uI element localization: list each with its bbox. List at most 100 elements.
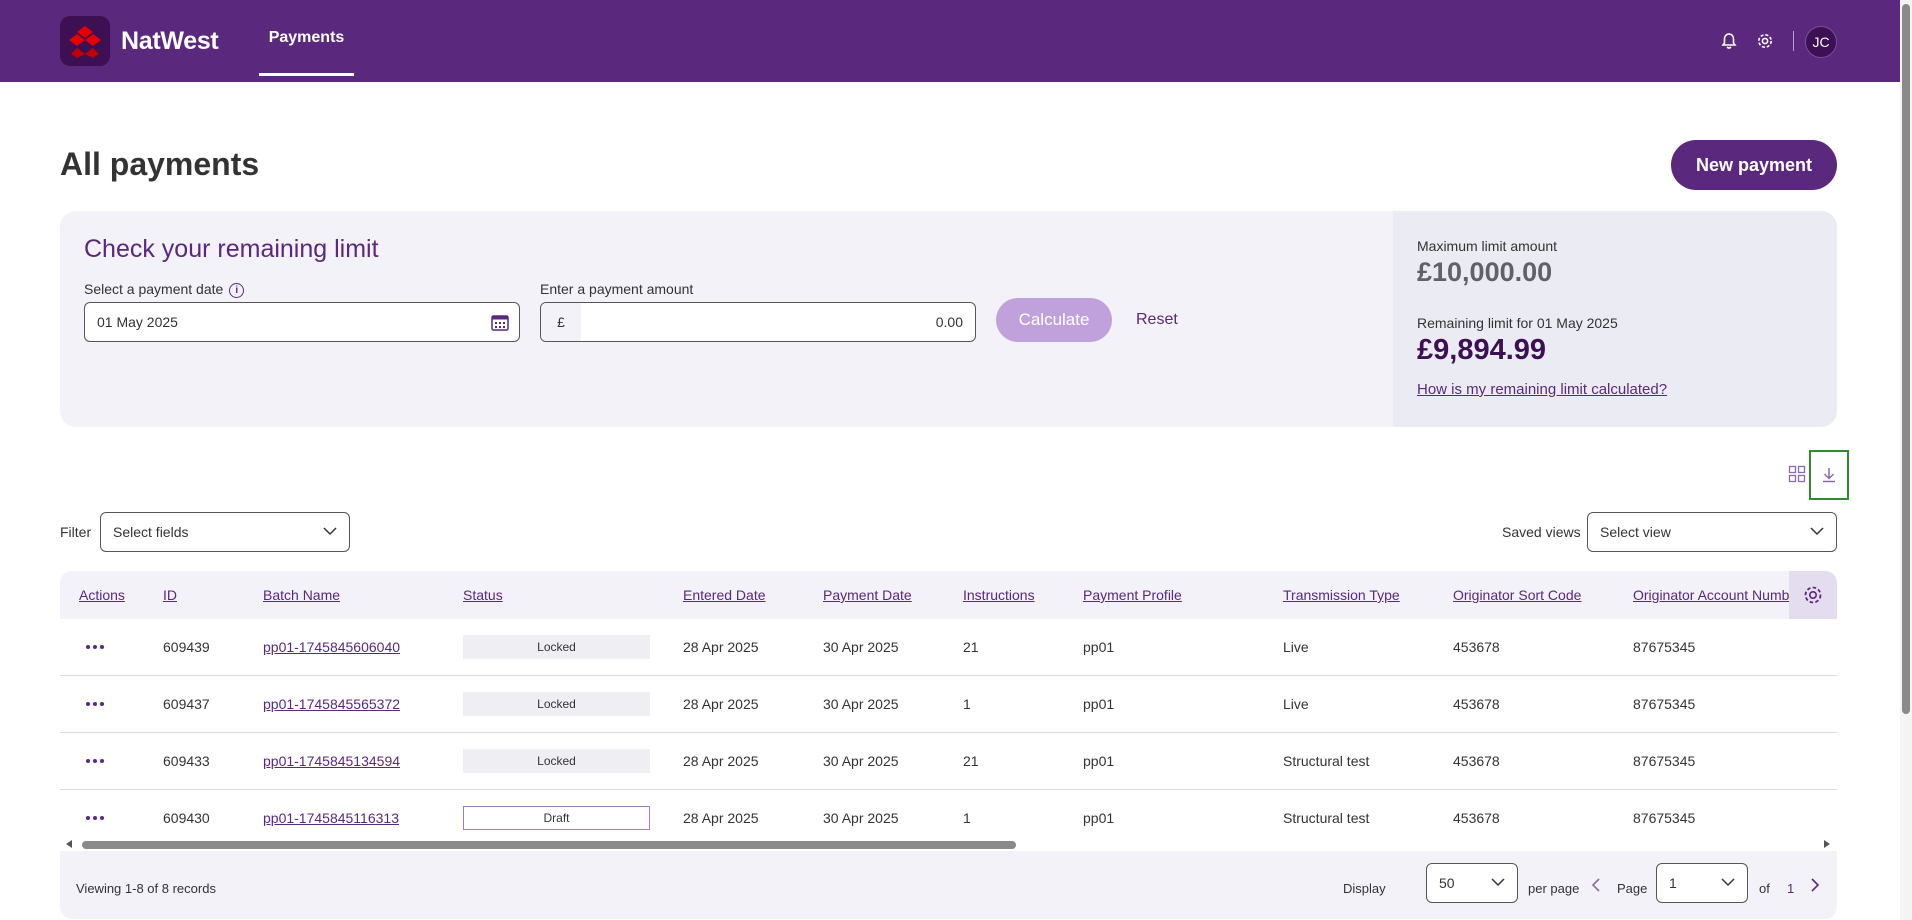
status-badge: Draft	[463, 806, 650, 830]
column-settings-button[interactable]	[1789, 571, 1837, 619]
cell-payment-date: 30 Apr 2025	[823, 810, 899, 826]
cell-sort-code: 453678	[1453, 753, 1500, 769]
cell-batch-name-link[interactable]: pp01-1745845606040	[263, 639, 401, 655]
tab-payments[interactable]: Payments	[268, 29, 345, 46]
table-scrollbar-thumb[interactable]	[82, 841, 1016, 849]
info-icon[interactable]: i	[229, 282, 245, 298]
row-actions-menu-icon[interactable]	[86, 702, 104, 706]
previous-page-icon[interactable]	[1590, 877, 1602, 893]
cell-batch-name-link[interactable]: pp01-1745845116313	[263, 810, 399, 826]
column-header-batch-name[interactable]: Batch Name	[263, 587, 341, 603]
cell-payment-profile: pp01	[1083, 639, 1115, 655]
natwest-logo-icon[interactable]	[60, 16, 110, 66]
table-row: 609430 pp01-1745845116313 Draft 28 Apr 2…	[60, 790, 1837, 837]
page-label: Page	[1617, 881, 1648, 896]
cell-payment-date: 30 Apr 2025	[823, 753, 899, 769]
payment-date-input[interactable]: 01 May 2025	[84, 302, 520, 342]
bell-icon[interactable]	[1714, 26, 1744, 56]
filter-select[interactable]: Select fields	[100, 512, 350, 552]
status-badge: Locked	[463, 749, 650, 773]
filter-select-value: Select fields	[113, 524, 189, 540]
next-page-icon[interactable]	[1809, 877, 1821, 893]
avatar[interactable]: JC	[1805, 26, 1837, 58]
limit-help-link[interactable]: How is my remaining limit calculated?	[1417, 381, 1668, 398]
new-payment-button[interactable]: New payment	[1671, 140, 1837, 190]
download-button[interactable]	[1809, 450, 1849, 500]
remaining-limit-panel: Check your remaining limit Select a paym…	[60, 211, 1837, 427]
cell-id: 609433	[163, 753, 210, 769]
chevron-down-icon	[1810, 527, 1824, 536]
saved-views-value: Select view	[1600, 524, 1671, 540]
column-header-status[interactable]: Status	[463, 587, 503, 603]
payment-amount-value: 0.00	[935, 314, 963, 330]
limit-summary: Maximum limit amount £10,000.00 Remainin…	[1393, 211, 1837, 427]
column-header-instructions[interactable]: Instructions	[963, 587, 1035, 603]
saved-views-select[interactable]: Select view	[1587, 512, 1837, 552]
table-horizontal-scrollbar[interactable]	[60, 837, 1837, 851]
column-header-originator-sort-code[interactable]: Originator Sort Code	[1453, 587, 1582, 603]
gear-icon[interactable]	[1750, 26, 1780, 56]
column-header-actions[interactable]: Actions	[79, 587, 125, 603]
cell-transmission-type: Structural test	[1283, 810, 1370, 826]
column-header-transmission-type[interactable]: Transmission Type	[1283, 587, 1400, 603]
cell-account-number: 87675345	[1633, 639, 1696, 655]
cell-account-number: 87675345	[1633, 696, 1696, 712]
column-header-id[interactable]: ID	[163, 587, 177, 603]
column-header-payment-date[interactable]: Payment Date	[823, 587, 912, 603]
scroll-left-arrow-icon[interactable]	[66, 840, 72, 848]
page-title: All payments	[60, 146, 260, 182]
cell-account-number: 87675345	[1633, 753, 1696, 769]
total-pages[interactable]: 1	[1787, 881, 1795, 896]
cell-payment-date: 30 Apr 2025	[823, 639, 899, 655]
max-limit-label: Maximum limit amount	[1417, 238, 1558, 254]
cell-instructions: 21	[963, 639, 979, 655]
remaining-limit-label: Remaining limit for 01 May 2025	[1417, 315, 1618, 331]
filter-label: Filter	[60, 524, 92, 540]
column-header-payment-profile[interactable]: Payment Profile	[1083, 587, 1182, 603]
cell-account-number: 87675345	[1633, 810, 1696, 826]
calculate-button[interactable]: Calculate	[996, 298, 1112, 342]
scroll-right-arrow-icon[interactable]	[1824, 840, 1830, 848]
cell-payment-date: 30 Apr 2025	[823, 696, 899, 712]
display-label: Display	[1343, 881, 1386, 896]
cell-batch-name-link[interactable]: pp01-1745845134594	[263, 753, 401, 769]
active-tab-indicator	[259, 73, 354, 76]
page-select[interactable]: 1	[1656, 863, 1748, 903]
per-page-value: 50	[1439, 875, 1455, 891]
row-actions-menu-icon[interactable]	[86, 759, 104, 763]
reset-link[interactable]: Reset	[1136, 311, 1178, 328]
cell-id: 609439	[163, 639, 210, 655]
row-actions-menu-icon[interactable]	[86, 645, 104, 649]
cell-sort-code: 453678	[1453, 810, 1500, 826]
payment-amount-input[interactable]: £ 0.00	[540, 302, 976, 342]
table-row: 609437 pp01-1745845565372 Locked 28 Apr …	[60, 676, 1837, 733]
column-header-originator-account-number[interactable]: Originator Account Numb	[1633, 587, 1789, 603]
cell-payment-profile: pp01	[1083, 753, 1115, 769]
payment-date-label-text: Select a payment date	[84, 281, 224, 297]
cell-batch-name-link[interactable]: pp01-1745845565372	[263, 696, 401, 712]
chevron-down-icon	[323, 527, 337, 536]
chevron-down-icon	[1491, 878, 1505, 887]
limit-heading: Check your remaining limit	[84, 235, 379, 263]
table-footer: Viewing 1-8 of 8 records Display 50 per …	[60, 851, 1837, 919]
calendar-icon[interactable]	[491, 313, 509, 331]
cell-instructions: 1	[963, 696, 971, 712]
remaining-limit-value: £9,894.99	[1417, 334, 1547, 366]
per-page-select[interactable]: 50	[1426, 863, 1518, 903]
cell-transmission-type: Live	[1283, 639, 1309, 655]
cell-entered-date: 28 Apr 2025	[683, 696, 759, 712]
saved-views-label: Saved views	[1502, 524, 1581, 540]
grid-view-icon[interactable]	[1788, 465, 1806, 483]
of-label: of	[1759, 881, 1770, 896]
top-navigation-bar: NatWest Payments JC	[0, 0, 1900, 82]
column-header-entered-date[interactable]: Entered Date	[683, 587, 766, 603]
cell-transmission-type: Structural test	[1283, 753, 1370, 769]
page-scrollbar-thumb[interactable]	[1902, 4, 1910, 714]
cell-payment-profile: pp01	[1083, 810, 1115, 826]
cell-entered-date: 28 Apr 2025	[683, 639, 759, 655]
payment-amount-label: Enter a payment amount	[540, 281, 694, 297]
gear-icon	[1804, 586, 1822, 604]
brand-name: NatWest	[121, 27, 219, 55]
payment-date-value: 01 May 2025	[97, 314, 178, 330]
row-actions-menu-icon[interactable]	[86, 816, 104, 820]
